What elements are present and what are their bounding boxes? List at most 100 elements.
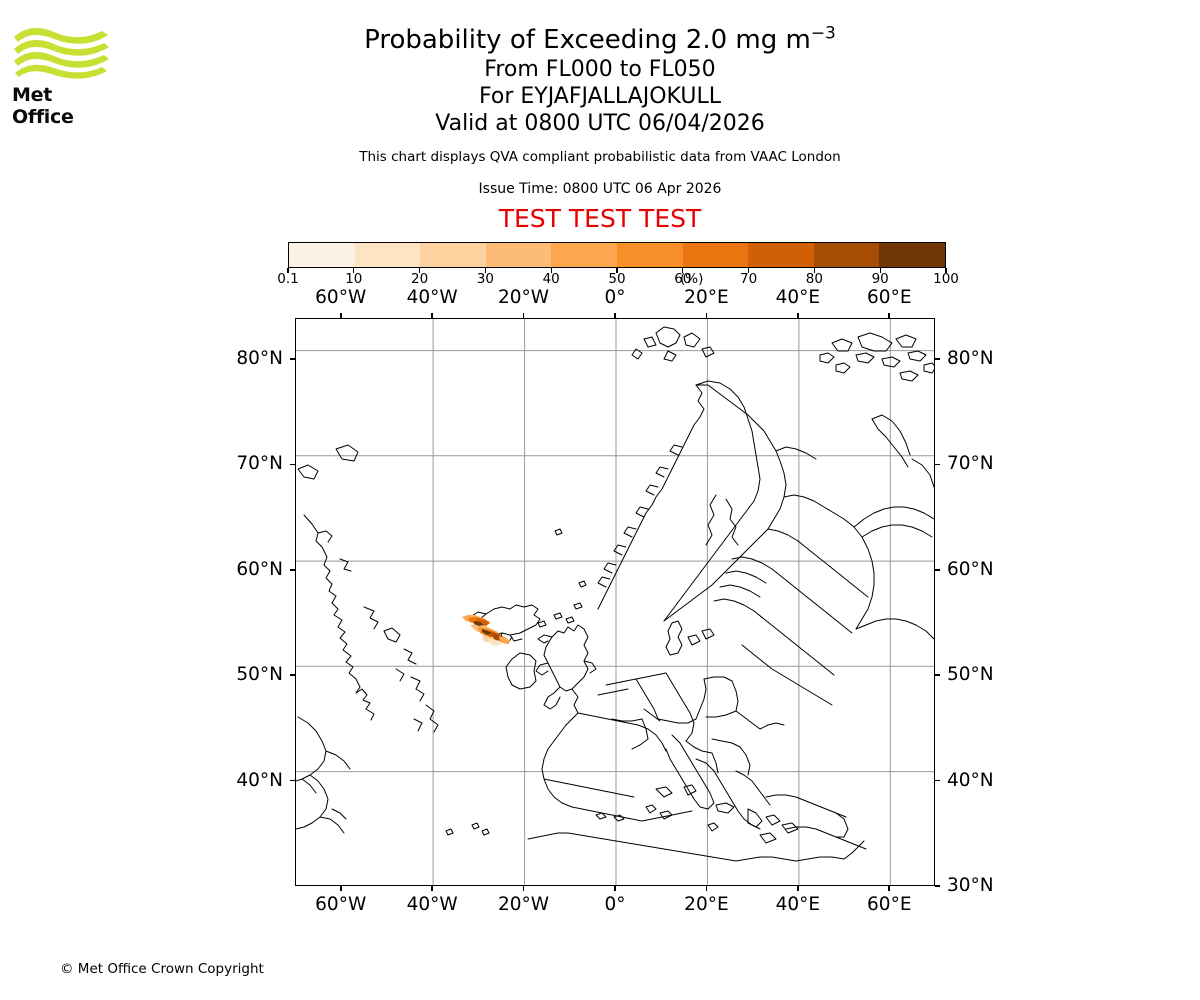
colorbar-label-20: 20 (411, 271, 429, 287)
lon-label-bottom-40°W: 40°W (406, 894, 458, 915)
lon-tick-top (705, 313, 708, 318)
colorbar-tick (747, 268, 750, 273)
lat-label-right-60°N: 60°N (947, 558, 994, 580)
lon-tick-bottom (705, 886, 708, 891)
colorbar-label-50: 50 (608, 271, 626, 287)
colorbar-segment-10-20 (354, 243, 421, 267)
lat-label-right-50°N: 50°N (947, 664, 994, 686)
colorbar-label-100: 100 (933, 271, 959, 287)
lon-tick-bottom (888, 886, 891, 891)
colorbar-label-70: 70 (740, 271, 758, 287)
colorbar-segment-30-40 (485, 243, 552, 267)
colorbar-segment-80-90 (813, 243, 880, 267)
volcano-subtitle: For EYJAFJALLAJOKULL (479, 84, 721, 109)
lat-label-right-70°N: 70°N (947, 453, 994, 475)
colorbar-tick (616, 268, 618, 273)
lon-label-bottom-60°W: 60°W (315, 894, 367, 915)
lon-label-bottom-60°E: 60°E (867, 894, 912, 915)
lat-tick-left (290, 569, 295, 571)
lon-tick-bottom (614, 886, 616, 891)
lon-label-top-60°E: 60°E (867, 287, 912, 308)
lat-label-left-70°N: 70°N (236, 453, 283, 475)
lon-label-bottom-20°E: 20°E (684, 894, 729, 915)
colorbar-tick (813, 268, 816, 273)
map-panel[interactable]: 60°W 60°W 40°W 40°W 20°W 20°W 0° 0° 20°E 20°E 40°E… (236, 287, 993, 915)
colorbar-label-30: 30 (476, 271, 494, 287)
lon-label-top-20°W: 20°W (498, 287, 550, 308)
lat-label-left-50°N: 50°N (236, 664, 283, 686)
lon-tick-top (614, 313, 616, 318)
lon-tick-top (797, 313, 799, 318)
lat-label-right-40°N: 40°N (947, 769, 994, 791)
lon-label-bottom-20°W: 20°W (498, 894, 550, 915)
chart-header: Probability of Exceeding 2.0 mg m−3 From… (0, 0, 1200, 234)
lat-tick-right (935, 885, 940, 887)
lon-tick-top (339, 313, 342, 318)
lon-tick-bottom (431, 886, 433, 891)
colorbar-label-90: 90 (871, 271, 889, 287)
lon-label-top-20°E: 20°E (684, 287, 729, 308)
lon-label-bottom-40°E: 40°E (775, 894, 821, 915)
lat-label-right-30°N: 30°N (947, 875, 994, 896)
met-office-wordmark: Met Office (12, 84, 74, 128)
colorbar-tick (418, 268, 421, 273)
colorbar-segment-40-50 (551, 243, 617, 267)
probability-colorbar: 0.1 10 20 30 40 50 60 70 80 90 100 (277, 242, 959, 287)
colorbar-segment-90-100 (879, 243, 945, 267)
colorbar-tick (879, 268, 881, 273)
colorbar-segment-70-80 (748, 243, 814, 267)
colorbar-label-0.1: 0.1 (277, 271, 299, 287)
lon-label-top-40°W: 40°W (406, 287, 458, 308)
lon-tick-bottom (522, 886, 525, 891)
colorbar-label-80: 80 (805, 271, 823, 287)
lat-tick-left (290, 779, 295, 782)
page-title: Probability of Exceeding 2.0 mg m−3 (0, 24, 1200, 56)
lon-tick-top (431, 313, 433, 318)
lat-tick-right (935, 358, 940, 360)
coastline-layer (296, 326, 934, 862)
met-office-wave-mark (14, 27, 109, 79)
colorbar-segment-0.1-10 (289, 243, 355, 267)
map-canvas (296, 319, 934, 885)
page-title-text: Probability of Exceeding 2.0 mg m (364, 25, 811, 55)
lon-tick-bottom (797, 886, 799, 891)
lat-tick-left (290, 463, 295, 466)
page-title-exponent: −3 (810, 23, 836, 44)
test-banner: TEST TEST TEST (498, 204, 702, 233)
colorbar-tick (287, 268, 289, 273)
colorbar-label-10: 10 (345, 271, 363, 287)
lat-tick-right (935, 463, 940, 466)
lat-label-right-80°N: 80°N (947, 348, 994, 370)
lat-tick-right (935, 779, 940, 782)
lon-label-top-60°W: 60°W (315, 287, 367, 308)
ash-plume-contours (462, 615, 511, 646)
colorbar-units-label: (%) (680, 271, 704, 287)
lon-tick-bottom (339, 886, 342, 891)
lon-label-top-40°E: 40°E (775, 287, 821, 308)
lat-label-left-60°N: 60°N (236, 558, 283, 580)
colorbar-tick (353, 268, 355, 273)
lon-label-bottom-0°: 0° (604, 894, 626, 915)
lat-label-left-40°N: 40°N (236, 769, 283, 791)
colorbar-tick (550, 268, 552, 273)
issue-time-label: Issue Time: 0800 UTC 06 Apr 2026 (478, 181, 722, 197)
map-gridlines (296, 319, 934, 885)
colorbar-segment-50-60 (616, 243, 683, 267)
colorbar-tick (484, 268, 487, 273)
lon-tick-top (888, 313, 891, 318)
lat-tick-right (935, 674, 940, 677)
map-frame[interactable] (295, 318, 935, 886)
colorbar-label-40: 40 (542, 271, 560, 287)
colorbar-label-60: 60 (674, 271, 692, 287)
colorbar-tick (682, 268, 684, 273)
lon-tick-top (522, 313, 525, 318)
lat-tick-left (290, 358, 295, 360)
lon-label-top-0°: 0° (604, 287, 626, 308)
chart-compliance-note: This chart displays QVA compliant probab… (359, 149, 841, 165)
colorbar-gradient (288, 242, 946, 268)
colorbar-tick (945, 268, 947, 273)
colorbar-segment-60-70 (682, 243, 749, 267)
met-office-logo: Met Office (12, 24, 112, 128)
copyright-notice: © Met Office Crown Copyright (60, 961, 264, 977)
flight-level-subtitle: From FL000 to FL050 (484, 57, 716, 82)
